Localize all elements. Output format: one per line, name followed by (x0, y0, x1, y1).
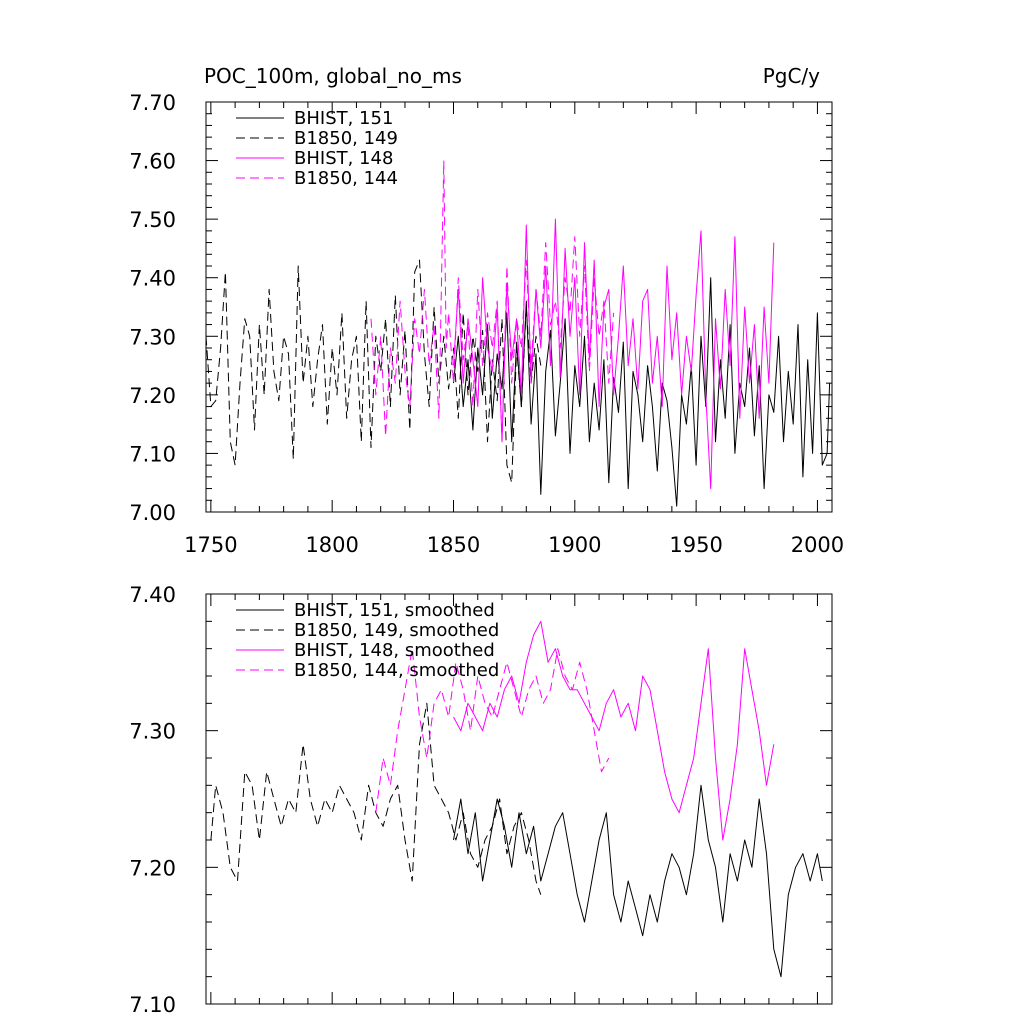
top-plot-frame (205, 101, 833, 513)
bottom-series-line-2 (210, 702, 542, 895)
top-series-line-3 (453, 218, 775, 490)
bottom-chart: 7.107.207.307.40 BHIST, 151, smoothedB18… (129, 583, 833, 1017)
bottom-legend-label: BHIST, 148, smoothed (294, 640, 495, 661)
bottom-ytick-label: 7.30 (129, 720, 176, 744)
top-ytick-label: 7.50 (129, 208, 176, 232)
top-ytick-label: 7.10 (129, 442, 176, 466)
top-series-line-2 (205, 259, 542, 484)
bottom-ytick-label: 7.20 (129, 856, 176, 880)
top-xtick-label: 1750 (184, 533, 237, 557)
top-xtick-label: 1850 (427, 533, 480, 557)
top-ytick-label: 7.30 (129, 325, 176, 349)
bottom-series-line-4 (375, 648, 610, 813)
bottom-legend-label: B1850, 144, smoothed (294, 660, 499, 681)
top-chart-title: POC_100m, global_no_ms (204, 64, 462, 88)
bottom-plot-frame (205, 593, 833, 1005)
bottom-series-group (210, 620, 823, 978)
bottom-legend-label: B1850, 149, smoothed (294, 620, 499, 641)
top-series-line-4 (370, 160, 615, 443)
bottom-series-line-1 (453, 784, 823, 978)
top-ytick-label: 7.20 (129, 384, 176, 408)
top-xtick-label: 1800 (305, 533, 358, 557)
top-ytick-label: 7.00 (129, 501, 176, 525)
bottom-ytick-label: 7.40 (129, 583, 176, 607)
bottom-ytick-label: 7.10 (129, 993, 176, 1017)
top-legend-label: B1850, 144 (294, 168, 398, 189)
top-xtick-label: 1950 (669, 533, 722, 557)
top-chart-units: PgC/y (763, 64, 820, 88)
top-ytick-label: 7.40 (129, 267, 176, 291)
top-series-group (205, 160, 831, 507)
top-ytick-label: 7.60 (129, 150, 176, 174)
top-legend-label: B1850, 149 (294, 128, 398, 149)
top-ytick-label: 7.70 (129, 91, 176, 115)
top-axes: 1750 1800 1850 1900 1950 2000 7.00 7.10 7.20 7.30… (129, 91, 844, 557)
top-legend-label: BHIST, 148 (294, 148, 393, 169)
bottom-legend-label: BHIST, 151, smoothed (294, 600, 495, 621)
top-xtick-label: 2000 (791, 533, 844, 557)
top-xtick-label: 1900 (548, 533, 601, 557)
bottom-axes: 7.10 7.20 7.30 7.40 (129, 583, 832, 1017)
bottom-series-line-3 (453, 620, 775, 841)
top-legend-label: BHIST, 151 (294, 108, 393, 129)
top-series-line-1 (453, 277, 831, 507)
top-chart: POC_100m, global_no_ms PgC/y 1750 1800 185… (129, 64, 844, 557)
